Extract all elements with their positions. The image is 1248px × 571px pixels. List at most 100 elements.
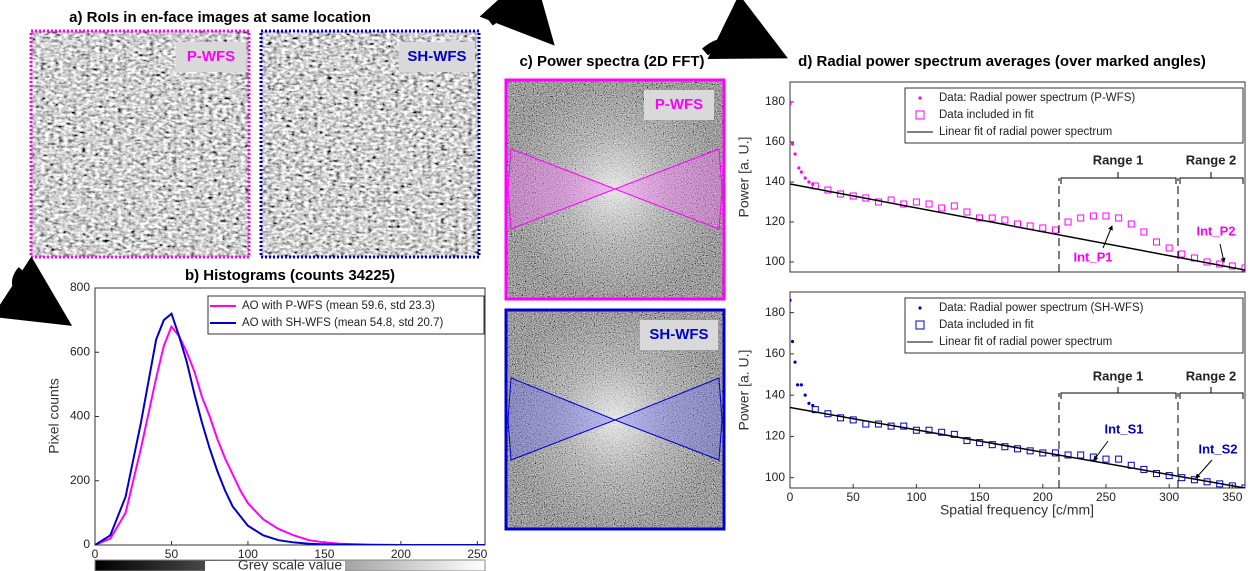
x-tick-label: 0	[787, 490, 794, 504]
point	[790, 298, 792, 302]
legend-marker	[915, 320, 925, 330]
x-tick-label: 300	[1159, 490, 1179, 504]
plot-body	[790, 298, 1245, 488]
legend-label: AO with P-WFS (mean 59.6, std 23.3)	[242, 300, 435, 312]
point	[1165, 244, 1173, 252]
legend-marker	[918, 96, 922, 100]
legend-label: Data included in fit	[939, 319, 1034, 331]
point	[837, 414, 845, 422]
annotation: Int_P2	[1196, 223, 1235, 238]
y-tick-label: 120	[765, 214, 785, 228]
point	[950, 430, 958, 438]
series-line	[790, 406, 1245, 488]
arrow	[702, 0, 788, 60]
annotation: Range 2	[1186, 152, 1237, 167]
y-tick-label: 600	[70, 344, 90, 358]
x-tick-label: 250	[467, 547, 487, 561]
legend-label: Linear fit of radial power spectrum	[939, 126, 1112, 138]
image-label: SH-WFS	[649, 326, 708, 343]
image-label: P-WFS	[187, 48, 235, 65]
legend-box	[904, 297, 1244, 354]
point	[803, 176, 807, 180]
x-tick-label: 50	[165, 547, 179, 561]
point	[900, 200, 908, 208]
point	[963, 208, 971, 216]
point	[795, 383, 800, 387]
annotation: Range 2	[1186, 368, 1237, 383]
x-tick-label: 250	[1096, 490, 1116, 504]
point	[1051, 226, 1059, 234]
y-axis-label: Pixel counts	[46, 378, 62, 453]
legend-label: Data included in fit	[939, 109, 1034, 121]
point	[793, 152, 797, 156]
point	[790, 142, 795, 146]
x-tick-label: 0	[92, 547, 99, 561]
point	[1153, 238, 1161, 246]
image-label: SH-WFS	[407, 48, 466, 65]
y-tick-label: 100	[765, 254, 785, 268]
point	[797, 166, 801, 170]
point	[925, 200, 933, 208]
series-line	[790, 183, 1245, 271]
image-p-wfs: P-WFS	[29, 29, 251, 259]
point	[790, 339, 795, 344]
point	[1039, 224, 1047, 232]
x-tick-label: 150	[314, 547, 334, 561]
point	[963, 437, 971, 445]
point	[1077, 214, 1085, 222]
point	[790, 102, 792, 106]
point	[1077, 451, 1085, 459]
y-axis-label: Power [a. U.]	[736, 350, 752, 431]
legend-label: Linear fit of radial power spectrum	[939, 336, 1112, 348]
point	[799, 170, 803, 174]
chart: Spatial frequency [c/mm] Power [a. U.] 100…	[736, 291, 1246, 518]
point	[938, 204, 946, 212]
point	[1089, 212, 1097, 220]
y-tick-label: 0	[83, 537, 90, 551]
y-tick-label: 160	[765, 134, 785, 148]
point	[1127, 220, 1135, 228]
series-line	[95, 311, 485, 545]
x-tick-label: 50	[847, 490, 861, 504]
point	[912, 198, 920, 206]
x-tick-label: 150	[970, 490, 990, 504]
point	[1051, 449, 1059, 457]
chart: d) Radial power spectrum averages (over …	[736, 53, 1246, 273]
legend-label: Data: Radial power spectrum (SH-WFS)	[939, 302, 1144, 314]
point	[950, 202, 958, 210]
y-tick-label: 200	[70, 473, 90, 487]
point	[1115, 455, 1123, 463]
y-tick-label: 400	[70, 409, 90, 423]
legend-label: Data: Radial power spectrum (P-WFS)	[939, 92, 1135, 104]
annotation: Range 1	[1093, 152, 1144, 167]
y-tick-label: 120	[765, 429, 785, 443]
y-tick-label: 140	[765, 387, 785, 401]
legend-box	[904, 87, 1244, 144]
arrow	[0, 256, 73, 326]
point	[1102, 455, 1110, 463]
legend-marker	[915, 110, 925, 120]
point	[807, 180, 811, 184]
chart-title: d) Radial power spectrum averages (over …	[798, 53, 1206, 70]
point	[988, 441, 996, 449]
series-line	[95, 324, 485, 545]
point	[1064, 218, 1072, 226]
y-tick-label: 180	[765, 305, 785, 319]
point	[1228, 262, 1236, 270]
x-tick-label: 100	[906, 490, 926, 504]
point	[1102, 212, 1110, 220]
y-axis-label: Power [a. U.]	[736, 137, 752, 218]
legend-label: AO with SH-WFS (mean 54.8, std 20.7)	[242, 317, 443, 329]
y-tick-label: 140	[765, 174, 785, 188]
point	[1115, 214, 1123, 222]
arrow	[479, 0, 555, 46]
point	[803, 393, 807, 397]
annotation: Range 1	[1093, 368, 1144, 383]
point	[799, 383, 803, 387]
y-tick-label: 100	[765, 470, 785, 484]
point	[1140, 228, 1148, 236]
point	[988, 214, 996, 222]
point	[1178, 250, 1186, 258]
chart-title: b) Histograms (counts 34225)	[185, 267, 395, 284]
